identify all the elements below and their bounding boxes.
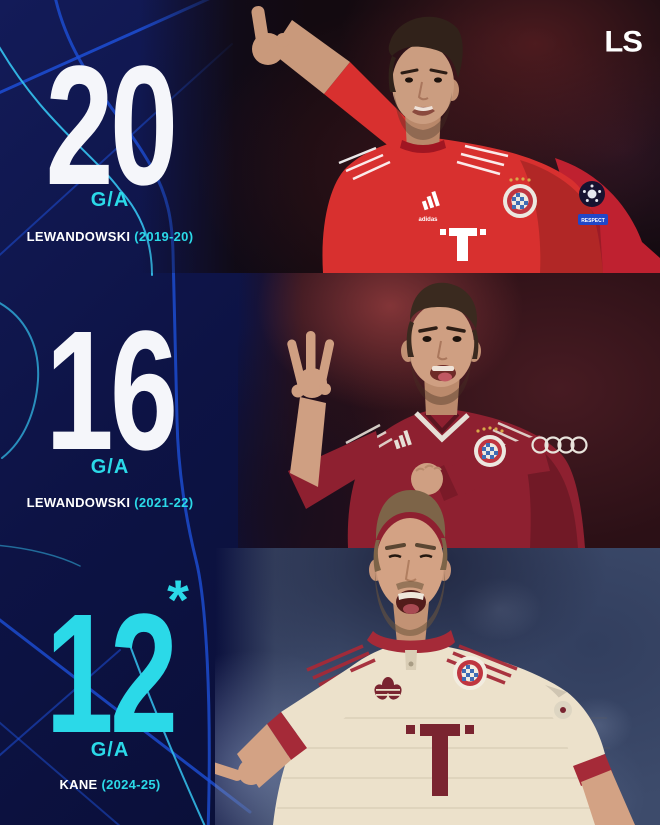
player-photo-kane-2024 — [215, 490, 635, 825]
stat-unit-2021: G/A — [90, 456, 130, 478]
stat-unit-2024: G/A — [90, 739, 130, 761]
bayern-crest — [453, 656, 487, 690]
stat-value-2021: 16 — [45, 296, 179, 486]
svg-text:adidas: adidas — [418, 217, 438, 223]
bayern-crest — [474, 426, 506, 467]
ucl-starball-patch — [579, 181, 605, 207]
season-label: (2021-22) — [134, 495, 194, 510]
adidas-trefoil-logo — [374, 677, 402, 700]
player-photo-lewandowski-2019: adidas — [251, 6, 660, 273]
stat-value-2019: 20 — [45, 31, 179, 221]
season-label: (2019-20) — [134, 229, 194, 244]
respect-badge: RESPECT — [578, 214, 608, 225]
stat-unit-2019: G/A — [90, 189, 130, 211]
adidas-logo: adidas — [418, 191, 440, 223]
audi-rings-logo — [531, 436, 588, 454]
player-name: LEWANDOWSKI — [26, 495, 131, 510]
stat-player-2019: LEWANDOWSKI (2019-20) — [0, 229, 220, 245]
lewandowski-2019-figure: adidas — [251, 6, 660, 273]
asterisk-footnote: * — [167, 568, 189, 631]
stat-player-2021: LEWANDOWSKI (2021-22) — [0, 495, 220, 511]
stat-player-2024: KANE (2024-25) — [0, 777, 220, 793]
sleeve-patch — [554, 701, 572, 719]
stat-value-2024: 12 — [45, 579, 179, 769]
player-photo-lewandowski-2021 — [287, 282, 588, 548]
telekom-t-logo — [406, 724, 474, 796]
telekom-t-logo — [440, 228, 486, 261]
player-name: LEWANDOWSKI — [26, 229, 131, 244]
adidas-logo — [393, 430, 412, 450]
season-label: (2024-25) — [101, 777, 161, 792]
livescore-logo: LS — [604, 24, 643, 59]
player-name: KANE — [59, 777, 98, 792]
kane-figure — [215, 490, 635, 825]
lewandowski-2021-figure — [287, 282, 588, 548]
svg-text:RESPECT: RESPECT — [581, 218, 605, 224]
bayern-crest — [503, 177, 537, 218]
